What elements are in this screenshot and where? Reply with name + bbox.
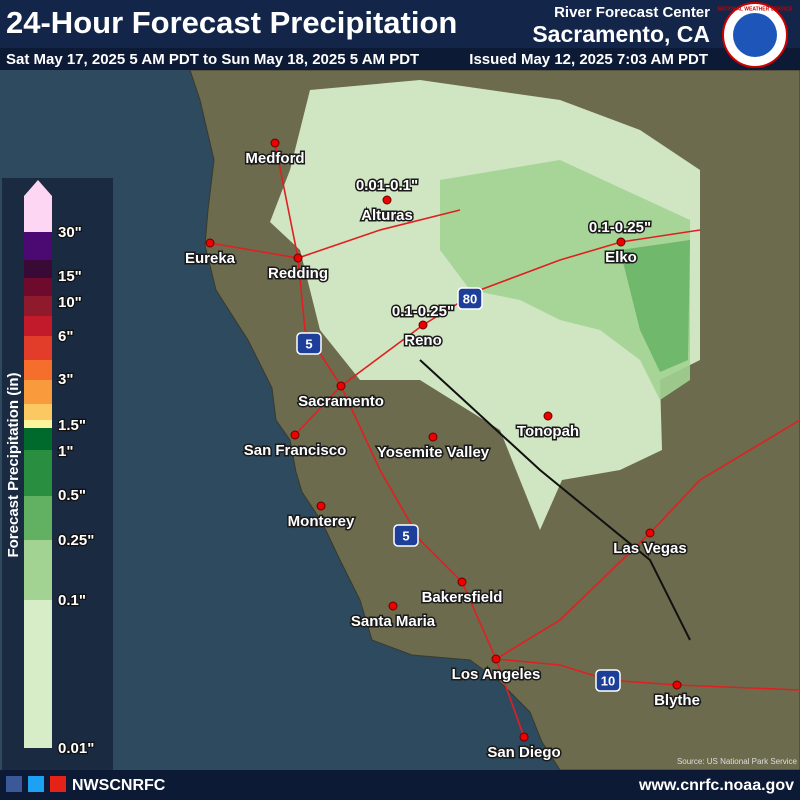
shield <box>595 669 621 692</box>
legend-band <box>24 496 52 540</box>
legend-label: 6" <box>58 328 73 345</box>
city-dot <box>336 381 346 391</box>
city-dot <box>388 601 398 611</box>
city-dot <box>491 654 501 664</box>
legend-label: 0.01" <box>58 740 94 757</box>
city-label: Sacramento <box>298 393 384 410</box>
legend: 30" 15" 10" 6" 3" 1.5" 1" 0.5" 0.25" 0.1" 0.01" <box>24 180 96 758</box>
legend-label: 0.5" <box>58 487 86 504</box>
legend-band <box>24 404 52 420</box>
legend-title: Forecast Precipitation (in) <box>5 372 22 557</box>
amount-label: 0.1-0.25" <box>589 219 651 236</box>
city-dot <box>382 195 392 205</box>
legend-band <box>24 380 52 404</box>
legend-band <box>24 316 52 336</box>
title: 24-Hour Forecast Precipitation <box>6 5 457 40</box>
legend-box <box>2 178 113 770</box>
city-dot <box>519 732 529 742</box>
shield <box>296 332 322 355</box>
legend-band <box>24 450 52 496</box>
city-label: Monterey <box>288 513 355 530</box>
legend-band <box>24 540 52 600</box>
city-dot <box>290 430 300 440</box>
city-label: Blythe <box>654 692 700 709</box>
legend-band <box>24 336 52 360</box>
shield-number: 5 <box>402 528 409 543</box>
city-dot <box>316 501 326 511</box>
legend-band <box>24 260 52 278</box>
city-dot <box>270 138 280 148</box>
city-label: Tonopah <box>517 423 579 440</box>
nws-logo-center <box>733 13 777 57</box>
subheader-bar <box>0 48 800 70</box>
shield-number: 80 <box>463 291 477 306</box>
city-label: Bakersfield <box>422 589 503 606</box>
youtube-icon[interactable] <box>50 776 66 792</box>
legend-band <box>24 600 52 748</box>
city-label: Los Angeles <box>452 666 541 683</box>
shield <box>457 287 483 310</box>
city-dot <box>428 432 438 442</box>
city-dot <box>418 320 428 330</box>
legend-label: 10" <box>58 294 82 311</box>
location: Sacramento, CA <box>532 21 710 47</box>
legend-band <box>24 278 52 296</box>
valid-period: Sat May 17, 2025 5 AM PDT to Sun May 18,… <box>6 51 419 68</box>
city-dot <box>457 577 467 587</box>
office: River Forecast Center <box>554 4 710 21</box>
city-label: Las Vegas <box>613 540 686 557</box>
city-label: Yosemite Valley <box>377 444 490 461</box>
city-label: Redding <box>268 265 328 282</box>
legend-label: 1.5" <box>58 417 86 434</box>
legend-band <box>24 420 52 428</box>
legend-arrow <box>24 180 52 232</box>
source-note: Source: US National Park Service <box>677 757 798 766</box>
legend-label: 0.1" <box>58 592 86 609</box>
shield-number: 5 <box>305 336 312 351</box>
city-dot <box>645 528 655 538</box>
city-dot <box>293 253 303 263</box>
city-label: Elko <box>605 249 637 266</box>
city-dot <box>672 680 682 690</box>
legend-band <box>24 296 52 316</box>
facebook-icon[interactable] <box>6 776 22 792</box>
website: www.cnrfc.noaa.gov <box>638 777 794 794</box>
city-label: Medford <box>245 150 304 167</box>
city-label: San Diego <box>487 744 560 761</box>
city-label: Santa Maria <box>351 613 436 630</box>
city-label: Eureka <box>185 250 236 267</box>
shield-number: 10 <box>601 673 615 688</box>
legend-label: 30" <box>58 224 82 241</box>
shield <box>393 524 419 547</box>
legend-label: 15" <box>58 268 82 285</box>
city-label: San Francisco <box>244 442 347 459</box>
legend-label: 0.25" <box>58 532 94 549</box>
legend-label: 1" <box>58 443 73 460</box>
city-dot <box>543 411 553 421</box>
city-label: Reno <box>404 332 442 349</box>
map-overlay: Medford Eureka Redding Alturas Reno Elko Sacra… <box>183 138 701 762</box>
precip-medium <box>440 160 690 400</box>
amount-label: 0.1-0.25" <box>392 303 454 320</box>
state-border <box>419 359 691 641</box>
logo-text: NATIONAL WEATHER SERVICE <box>718 6 794 12</box>
social-handle: NWSCNRFC <box>72 777 166 794</box>
city-label: Alturas <box>361 207 413 224</box>
header-bar <box>0 0 800 48</box>
twitter-icon[interactable] <box>28 776 44 792</box>
legend-band <box>24 428 52 450</box>
city-dot <box>616 237 626 247</box>
footer-bar <box>0 770 800 800</box>
legend-band <box>24 360 52 380</box>
legend-band <box>24 232 52 260</box>
precip-heavier <box>620 240 690 372</box>
city-dot <box>205 238 215 248</box>
amount-label: 0.01-0.1" <box>356 177 418 194</box>
legend-label: 3" <box>58 371 73 388</box>
issued: Issued May 12, 2025 7:03 AM PDT <box>469 51 708 68</box>
